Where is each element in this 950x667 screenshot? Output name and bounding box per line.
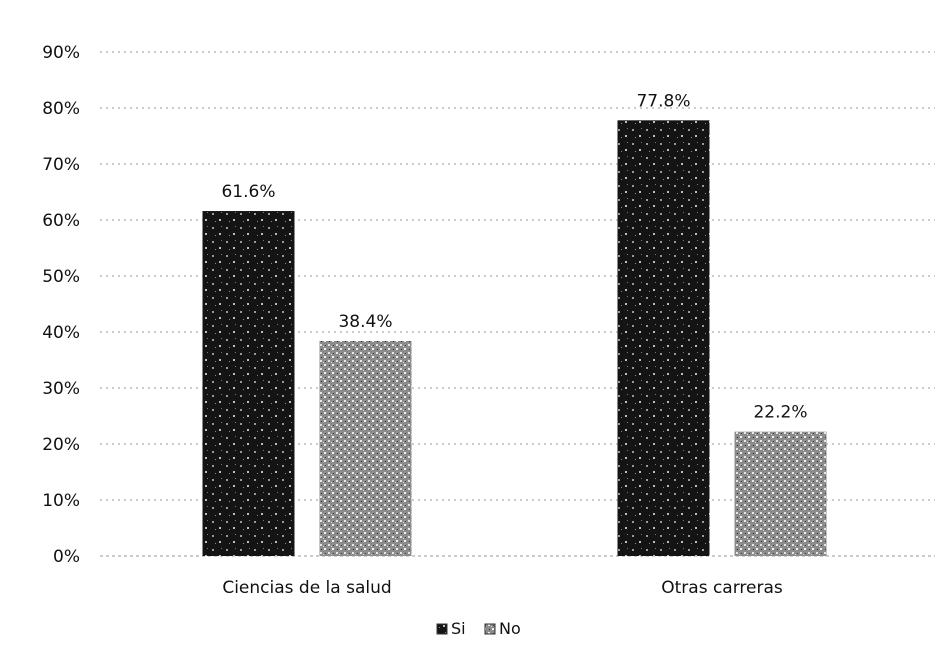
- y-tick-label: 80%: [42, 99, 80, 119]
- y-tick-label: 90%: [42, 43, 80, 63]
- category-label: Ciencias de la salud: [222, 578, 391, 598]
- y-tick-label: 20%: [42, 435, 80, 455]
- y-tick-label: 10%: [42, 491, 80, 511]
- bar-si-2: [617, 120, 710, 556]
- data-labels: 61.6% 38.4% 77.8% 22.2%: [221, 91, 807, 422]
- y-tick-label: 70%: [42, 155, 80, 175]
- bar-si-1: [202, 211, 295, 557]
- y-tick-label: 60%: [42, 211, 80, 231]
- legend-entry: Si: [451, 619, 466, 638]
- category-label: Otras carreras: [661, 578, 783, 598]
- y-tick-label: 0%: [53, 547, 80, 567]
- bar-no-2: [734, 431, 827, 556]
- data-label: 38.4%: [338, 312, 392, 332]
- data-label: 77.8%: [636, 91, 690, 111]
- data-label: 22.2%: [753, 403, 807, 423]
- y-tick-label: 30%: [42, 379, 80, 399]
- bar-no-1: [319, 340, 412, 556]
- bars: [202, 120, 827, 557]
- data-label: 61.6%: [221, 182, 275, 202]
- legend-swatch: [484, 623, 496, 635]
- legend: Si No: [436, 619, 521, 638]
- x-axis-categories: Ciencias de la salud Otras carreras: [222, 578, 783, 598]
- y-axis-ticks: 0% 10% 20% 30% 40% 50% 60% 70% 80% 90%: [42, 43, 80, 567]
- legend-entry: No: [499, 619, 521, 638]
- y-tick-label: 50%: [42, 267, 80, 287]
- y-tick-label: 40%: [42, 323, 80, 343]
- legend-swatch: [436, 623, 448, 635]
